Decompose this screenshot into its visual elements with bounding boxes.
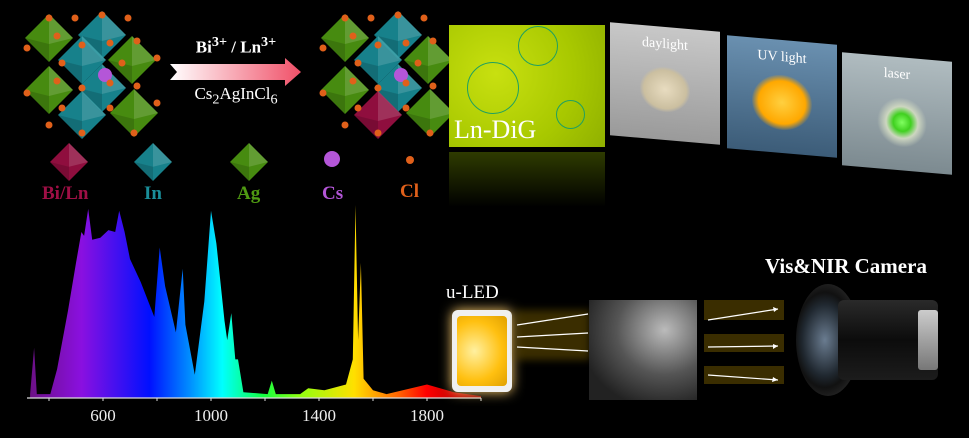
cl-atom: [71, 14, 79, 22]
cl-atom: [53, 32, 61, 40]
cl-atom: [153, 54, 161, 62]
cl-atom: [426, 129, 434, 137]
cl-atom: [53, 77, 61, 85]
crystal-structures: [23, 11, 450, 139]
photo-label-uv-light: UV light: [757, 47, 807, 68]
bi-ln-octahedron-icon: [50, 143, 88, 181]
octahedron: [110, 89, 158, 137]
photo-uv-light: UV light: [727, 35, 837, 158]
cl-atom: [153, 99, 161, 107]
cl-atom: [78, 84, 86, 92]
cl-sphere-icon: [406, 156, 414, 164]
cl-atom: [124, 14, 132, 22]
cl-atom: [367, 14, 375, 22]
cl-atom: [106, 39, 114, 47]
cl-atom: [118, 59, 126, 67]
cl-atom: [394, 11, 402, 19]
x-tick-label: 1800: [410, 406, 444, 425]
ag-octahedron-icon: [230, 143, 268, 181]
cl-atom: [78, 41, 86, 49]
cl-atom: [349, 77, 357, 85]
cl-atom: [58, 59, 66, 67]
microscope-reflection: [449, 152, 605, 207]
cl-atom: [58, 104, 66, 112]
legend-label-bi-ln: Bi/Ln: [42, 183, 89, 204]
octahedron: [58, 91, 106, 139]
cl-atom: [98, 11, 106, 19]
cl-atom: [374, 84, 382, 92]
cl-atom: [319, 89, 327, 97]
cl-atom: [78, 129, 86, 137]
legend-label-in: In: [144, 183, 162, 204]
reaction-arrow: [170, 58, 301, 86]
cl-atom: [341, 14, 349, 22]
legend-label-cl: Cl: [400, 181, 419, 202]
cl-atom: [349, 32, 357, 40]
cl-atom: [414, 59, 422, 67]
octahedron: [108, 36, 156, 84]
micro-label: Ln-DiG: [454, 115, 537, 144]
photo-label-daylight: daylight: [642, 34, 688, 55]
cl-atom: [402, 79, 410, 87]
x-tick-label: 600: [90, 406, 116, 425]
camera-label: Vis&NIR Camera: [765, 254, 927, 278]
cl-atom: [354, 59, 362, 67]
legend-label-ag: Ag: [237, 183, 261, 204]
spectrum-area: [30, 205, 481, 398]
cl-atom: [354, 104, 362, 112]
x-tick-label: 1000: [194, 406, 228, 425]
cl-atom: [402, 104, 410, 112]
cl-atom: [23, 44, 31, 52]
cl-atom: [374, 41, 382, 49]
in-octahedron-icon: [134, 143, 172, 181]
cl-atom: [420, 14, 428, 22]
cl-atom: [133, 82, 141, 90]
octahedron: [25, 66, 73, 114]
microscope-image: Ln-DiG: [449, 25, 605, 147]
cl-atom: [402, 39, 410, 47]
camera-body: [838, 300, 938, 380]
excitation-beams: [515, 310, 590, 360]
u-led-label: u-LED: [446, 282, 499, 303]
cl-atom: [106, 104, 114, 112]
emission-beams: [704, 300, 784, 384]
cl-atom: [45, 14, 53, 22]
legend-icons: [50, 143, 414, 181]
dopant-label: Bi3+ / Ln3+: [195, 34, 277, 57]
cl-atom: [130, 129, 138, 137]
cl-atom: [429, 37, 437, 45]
cl-atom: [374, 129, 382, 137]
octahedron: [321, 66, 369, 114]
cl-atom: [133, 37, 141, 45]
u-led-device: [452, 310, 512, 392]
octahedron: [406, 89, 450, 137]
cl-atom: [319, 44, 327, 52]
photo-label-laser: laser: [883, 65, 911, 84]
legend-label-cs: Cs: [322, 183, 344, 204]
x-tick-label: 1400: [302, 406, 336, 425]
crystal-host: [23, 11, 161, 139]
cl-atom: [106, 79, 114, 87]
crystal-doped: [319, 11, 450, 139]
photo-laser: laser: [842, 52, 952, 175]
cl-atom: [23, 89, 31, 97]
photo-daylight: daylight: [610, 22, 720, 145]
cl-atom: [341, 121, 349, 129]
cs-atom: [394, 68, 408, 82]
host-formula: Cs2AgInCl6: [194, 84, 278, 108]
cs-sphere-icon: [324, 151, 340, 167]
emission-spectrum: 600 1000 1400 1800: [27, 205, 482, 425]
octahedron: [354, 91, 402, 139]
cl-atom: [45, 121, 53, 129]
cl-atom: [429, 82, 437, 90]
cs-atom: [98, 68, 112, 82]
nir-image: [589, 300, 697, 400]
